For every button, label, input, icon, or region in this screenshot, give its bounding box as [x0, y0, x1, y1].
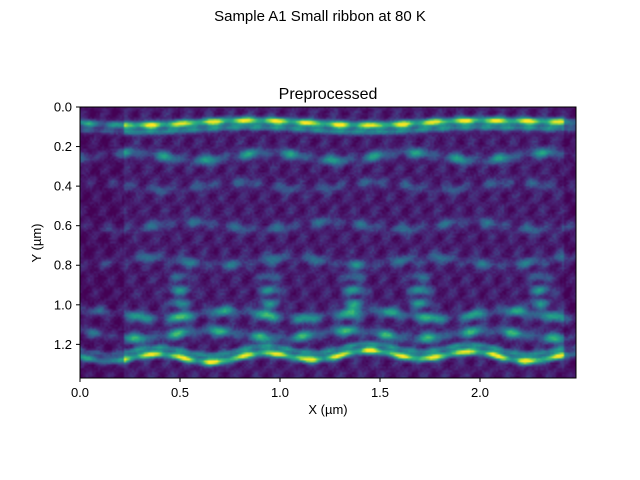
y-tick-label: 0.2	[54, 139, 72, 154]
plot-area	[79, 106, 577, 379]
y-tick-label: 1.0	[54, 297, 72, 312]
x-tick-label: 1.5	[371, 385, 389, 400]
y-tick-label: 0.6	[54, 218, 72, 233]
plot-frame	[79, 106, 577, 379]
x-tick-label: 1.0	[271, 385, 289, 400]
heatmap-image	[80, 107, 576, 378]
y-axis-label: Y (µm)	[29, 223, 44, 262]
y-tick-label: 1.2	[54, 337, 72, 352]
figure-suptitle: Sample A1 Small ribbon at 80 K	[214, 8, 426, 25]
chart-title: Preprocessed	[279, 86, 378, 103]
y-tick-label: 0.0	[54, 100, 72, 115]
x-axis-label: X (µm)	[308, 402, 347, 417]
y-tick-label: 0.8	[54, 258, 72, 273]
y-tick-label: 0.4	[54, 179, 72, 194]
x-tick-label: 0.0	[71, 385, 89, 400]
x-axis: 0.0 0.5 1.0 1.5 2.0	[71, 378, 489, 400]
y-axis: 0.0 0.2 0.4 0.6 0.8 1.0 1.2	[54, 100, 80, 352]
x-tick-label: 0.5	[171, 385, 189, 400]
x-tick-label: 2.0	[471, 385, 489, 400]
